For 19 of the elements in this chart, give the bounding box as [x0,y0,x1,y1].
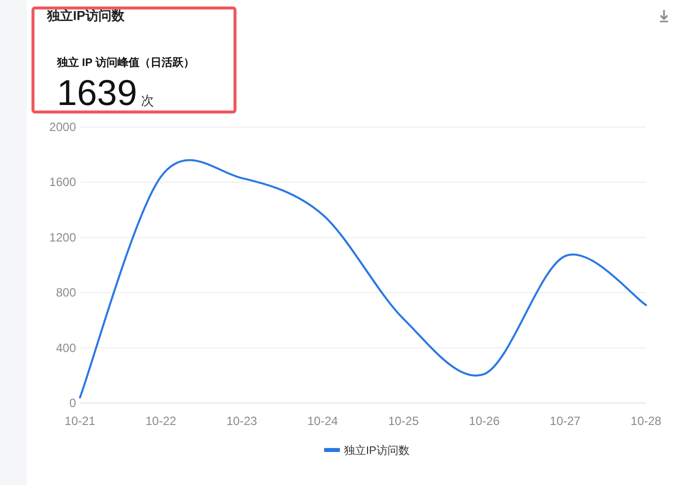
chart-title: 独立IP访问数 [46,8,126,23]
legend-label: 独立IP访问数 [344,444,410,457]
text: 独立 IP 访问峰值（日活跃） [56,56,194,69]
x-tick-label: 10-22 [146,414,177,428]
y-tick-label: 0 [69,396,76,410]
x-tick-label: 10-25 [388,414,420,428]
text: 次 [141,93,154,108]
text: 1639 [57,72,138,113]
y-tick-label: 800 [56,286,76,300]
x-tick-label: 10-21 [64,414,96,428]
x-tick-label: 10-26 [468,414,500,428]
y-tick-label: 2000 [49,120,76,134]
y-tick-label: 1200 [49,230,76,244]
y-tick-label: 400 [56,340,76,355]
x-tick-label: 10-27 [550,414,581,428]
x-tick-label: 10-28 [630,414,662,428]
y-tick-label: 1600 [49,175,76,190]
x-tick-label: 10-24 [307,414,338,428]
x-tick-label: 10-23 [226,414,258,428]
